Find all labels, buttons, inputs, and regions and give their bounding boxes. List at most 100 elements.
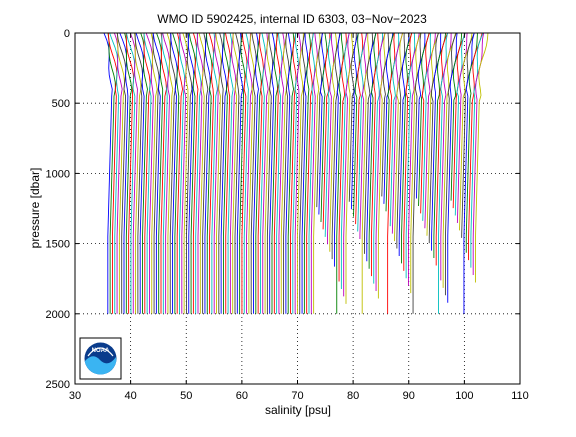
profile-line: [262, 32, 269, 314]
profile-line: [152, 32, 161, 314]
profile-line: [218, 32, 224, 314]
profile-line: [438, 32, 449, 314]
profile-line: [401, 32, 413, 264]
profile-line: [313, 32, 321, 314]
profile-line: [185, 32, 193, 314]
profile-line: [204, 32, 211, 314]
profile-line: [470, 32, 484, 268]
profile-line: [296, 32, 304, 314]
profile-line: [259, 32, 266, 314]
profile-line: [377, 32, 386, 299]
chart-title: WMO ID 5902425, internal ID 6303, 03−Nov…: [157, 12, 427, 26]
profile-line: [257, 32, 264, 314]
x-tick-label: 30: [69, 390, 81, 402]
profile-line: [324, 32, 332, 237]
profile-line: [135, 32, 145, 314]
profile-line: [357, 32, 367, 232]
profile-line: [310, 32, 318, 314]
profile-line: [129, 32, 138, 314]
profile-line: [468, 32, 483, 261]
profile-line: [389, 32, 400, 227]
profile-line: [348, 33, 357, 202]
y-tick-label: 2000: [46, 309, 70, 321]
profile-line: [463, 32, 475, 314]
profile-line: [322, 33, 331, 230]
y-tick-label: 500: [52, 98, 70, 110]
y-tick-label: 2500: [46, 379, 70, 391]
profile-line: [208, 32, 215, 314]
profile-line: [391, 32, 403, 234]
profile-line: [124, 32, 133, 314]
profile-line: [306, 32, 314, 314]
profile-line: [294, 32, 302, 314]
profile-line: [162, 32, 170, 314]
profile-line: [232, 32, 239, 314]
profile-line: [475, 32, 489, 283]
profile-line: [333, 32, 341, 267]
profile-line: [364, 32, 374, 254]
noaa-logo-text: NOAA: [92, 348, 110, 354]
profile-line: [280, 32, 288, 314]
profile-line: [113, 32, 123, 314]
y-tick-label: 1000: [46, 168, 70, 180]
profile-line: [418, 32, 430, 206]
profile-line: [176, 32, 183, 314]
profile-line: [387, 32, 396, 314]
profile-line: [461, 32, 475, 238]
profile-line: [415, 32, 426, 199]
profile-line: [160, 32, 167, 314]
profile-line: [355, 32, 364, 225]
x-tick-label: 100: [455, 390, 473, 402]
profile-line: [320, 32, 328, 222]
profile-line: [301, 32, 309, 314]
x-tick-label: 60: [236, 390, 248, 402]
profile-line: [227, 32, 234, 314]
profile-line: [220, 32, 227, 314]
y-axis-ticks: 0 500 1000 1500 2000 2500: [46, 28, 520, 391]
profile-line: [385, 32, 395, 212]
profile-line: [134, 32, 142, 314]
profile-line: [287, 32, 295, 314]
profile-line: [241, 32, 248, 314]
profile-line: [405, 32, 416, 279]
profile-line: [440, 32, 452, 281]
profile-line: [224, 32, 231, 314]
profile-line: [336, 32, 344, 314]
x-tick-label: 80: [347, 390, 359, 402]
profile-line: [116, 32, 127, 314]
profile-line: [143, 32, 152, 314]
profile-line: [454, 32, 466, 216]
profile-line: [394, 32, 404, 242]
profile-line: [166, 32, 174, 314]
x-tick-label: 40: [125, 390, 137, 402]
profile-line: [396, 32, 406, 249]
profile-line: [195, 32, 202, 314]
noaa-logo-wave: [84, 356, 117, 375]
profile-line: [338, 32, 347, 282]
profile-line: [435, 32, 448, 266]
profile-line: [206, 32, 213, 314]
profile-line: [290, 32, 297, 314]
profile-line: [202, 32, 209, 314]
profile-line: [318, 32, 325, 215]
profile-line: [255, 32, 262, 314]
profile-line: [412, 32, 422, 314]
profile-line: [276, 32, 283, 314]
profile-line: [271, 32, 278, 314]
profile-line: [188, 32, 196, 314]
profile-line: [350, 32, 359, 210]
profile-line: [292, 32, 299, 314]
profile-line: [107, 32, 116, 314]
profile-line: [246, 32, 253, 314]
noaa-logo: NOAA: [79, 337, 122, 380]
profile-line: [234, 32, 241, 314]
profile-line: [373, 32, 384, 284]
profile-line: [450, 32, 463, 201]
grid: [75, 33, 520, 384]
profile-line: [278, 32, 285, 314]
profile-line: [442, 32, 457, 288]
profile-lines: [103, 32, 489, 314]
profile-line: [366, 32, 377, 262]
profile-line: [383, 32, 394, 204]
